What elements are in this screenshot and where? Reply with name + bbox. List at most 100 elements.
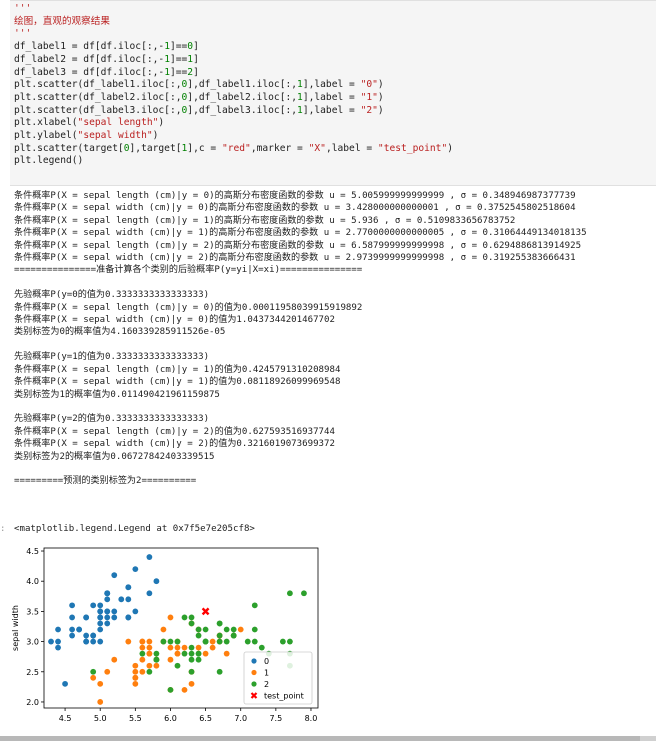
scatter-point-2 bbox=[223, 626, 230, 633]
legend-marker bbox=[250, 692, 258, 699]
scatter-point-0 bbox=[104, 620, 111, 627]
scatter-point-2 bbox=[223, 638, 230, 645]
scatter-point-0 bbox=[125, 614, 132, 621]
scatter-point-2 bbox=[188, 644, 195, 651]
scatter-point-0 bbox=[48, 638, 54, 645]
scatter-point-2 bbox=[244, 638, 251, 645]
scatter-point-1 bbox=[174, 650, 181, 657]
scatter-point-2 bbox=[195, 626, 202, 633]
plot-frame bbox=[43, 547, 319, 709]
scatter-point-2 bbox=[90, 668, 97, 675]
scatter-point-1 bbox=[139, 668, 146, 675]
output-line: 条件概率P(X = sepal length (cm)|y = 1)的高斯分布密… bbox=[14, 215, 516, 226]
output-prompt: : bbox=[0, 524, 6, 534]
output-line: 条件概率P(X = sepal length (cm)|y = 2)的值为0.6… bbox=[14, 426, 335, 437]
code-line: ''' bbox=[14, 3, 32, 14]
plot-axes: 4.5 5.0 5.5 6.0 6.5 7.0 7.5 8.0 2.0 2.5 3.0 3.5 4.0 4… bbox=[11, 547, 319, 723]
code-line: plt.xlabel("sepal length") bbox=[14, 117, 165, 129]
scatter-point-2 bbox=[181, 614, 188, 621]
repr-output: <matplotlib.legend.Legend at 0x7f5e7e205… bbox=[14, 524, 255, 534]
scatter-point-1 bbox=[104, 668, 111, 675]
scatter-point-1 bbox=[132, 668, 139, 675]
x-tick-label: 5.5 bbox=[129, 714, 142, 723]
scatter-point-2 bbox=[230, 632, 237, 639]
code-editor[interactable]: ''' 绘图，直观的观察结果 ''' df_label1 = df[df.ilo… bbox=[14, 3, 453, 168]
horizontal-scrollbar-thumb[interactable] bbox=[0, 736, 640, 741]
scatter-point-2 bbox=[139, 650, 146, 657]
output-line: 类别标签为1的概率值为0.011490421961159875 bbox=[14, 389, 220, 400]
scatter-point-0 bbox=[55, 644, 61, 651]
code-line: plt.legend() bbox=[14, 155, 84, 167]
plot-legend: 0 1 2 test_point bbox=[243, 651, 313, 705]
scatter-point-2 bbox=[160, 638, 167, 645]
scatter-point-2 bbox=[216, 620, 223, 627]
scatter-point-0 bbox=[111, 572, 118, 579]
code-line: df_label2 = df[df.iloc[:,-1]==1] bbox=[14, 53, 199, 65]
x-tick-label: 7.5 bbox=[269, 714, 282, 723]
plot-marks bbox=[48, 554, 307, 705]
output-line: 条件概率P(X = sepal width (cm)|y = 0)的高斯分布密度… bbox=[14, 203, 576, 214]
scatter-point-1 bbox=[223, 650, 230, 657]
scatter-point-0 bbox=[83, 638, 90, 645]
scatter-point-2 bbox=[286, 638, 293, 645]
scatter-point-1 bbox=[209, 644, 216, 651]
scatter-point-1 bbox=[132, 680, 139, 687]
scatter-point-1 bbox=[188, 680, 195, 687]
scatter-point-0 bbox=[111, 614, 118, 621]
scatter-point-2 bbox=[188, 650, 195, 657]
scatter-point-1 bbox=[209, 638, 216, 645]
legend-marker bbox=[251, 669, 257, 676]
scatter-point-0 bbox=[118, 596, 125, 603]
scatter-point-1 bbox=[146, 638, 153, 645]
x-tick-label: 6.0 bbox=[164, 714, 177, 723]
legend-label: 0 bbox=[264, 657, 269, 666]
scatter-point-1 bbox=[202, 650, 209, 657]
scatter-point-2 bbox=[301, 590, 307, 597]
legend-marker bbox=[251, 681, 257, 687]
scatter-point-0 bbox=[90, 632, 97, 639]
scatter-plot: 4.5 5.0 5.5 6.0 6.5 7.0 7.5 8.0 2.0 2.5 3.0 3.5 4.0 4… bbox=[11, 547, 319, 723]
code-line: plt.ylabel("sepal width") bbox=[14, 130, 159, 142]
scatter-point-0 bbox=[153, 578, 160, 585]
scatter-point-2 bbox=[195, 632, 202, 639]
scatter-point-0 bbox=[83, 632, 90, 639]
scatter-point-1 bbox=[167, 644, 174, 651]
scatter-point-2 bbox=[216, 632, 223, 639]
scatter-point-1 bbox=[139, 644, 146, 651]
scatter-point-1 bbox=[132, 674, 139, 681]
scatter-point-0 bbox=[55, 638, 61, 645]
scatter-point-0 bbox=[97, 608, 104, 615]
scatter-point-1 bbox=[146, 644, 153, 651]
y-tick-label: 3.5 bbox=[26, 607, 39, 616]
scatter-point-1 bbox=[181, 686, 188, 693]
code-line: df_label3 = df[df.iloc[:,-1]==2] bbox=[14, 66, 199, 78]
code-line: plt.scatter(df_label2.iloc[:,0],df_label… bbox=[14, 91, 384, 103]
scatter-point-0 bbox=[146, 554, 153, 560]
scatter-point-0 bbox=[69, 626, 76, 633]
scatter-point-2 bbox=[188, 620, 195, 627]
output-line: ===============准备计算各个类别的后验概率P(y=yi|X=xi)… bbox=[14, 265, 363, 276]
output-line: 条件概率P(X = sepal length (cm)|y = 2)的高斯分布密… bbox=[14, 240, 582, 251]
y-tick-label: 4.5 bbox=[26, 547, 39, 556]
scatter-point-0 bbox=[97, 638, 104, 645]
output-line: 先验概率P(y=0的值为0.3333333333333333) bbox=[14, 290, 210, 301]
output-line: 先验概率P(y=2的值为0.3333333333333333) bbox=[14, 414, 210, 425]
output-line: 先验概率P(y=1的值为0.3333333333333333) bbox=[14, 352, 210, 363]
scatter-point-0 bbox=[125, 596, 132, 603]
scatter-point-0 bbox=[69, 602, 76, 609]
legend-label: test_point bbox=[264, 692, 304, 701]
scatter-point-2 bbox=[146, 668, 153, 675]
scatter-point-0 bbox=[97, 626, 104, 633]
code-cell[interactable]: ''' 绘图，直观的观察结果 ''' df_label1 = df[df.ilo… bbox=[10, 0, 656, 186]
legend-marker bbox=[251, 658, 257, 664]
scatter-point-2 bbox=[195, 656, 202, 663]
scatter-point-0 bbox=[97, 602, 104, 609]
output-line: 条件概率P(X = sepal width (cm)|y = 0)的值为1.04… bbox=[14, 315, 335, 326]
code-line: plt.scatter(target[0],target[1],c = "red… bbox=[14, 142, 454, 154]
y-axis-label: sepal width bbox=[11, 605, 20, 651]
scatter-point-2 bbox=[188, 668, 195, 675]
scatter-point-2 bbox=[230, 626, 237, 633]
scatter-point-0 bbox=[97, 614, 104, 621]
scatter-point-0 bbox=[125, 584, 132, 591]
scatter-point-1 bbox=[125, 638, 132, 645]
